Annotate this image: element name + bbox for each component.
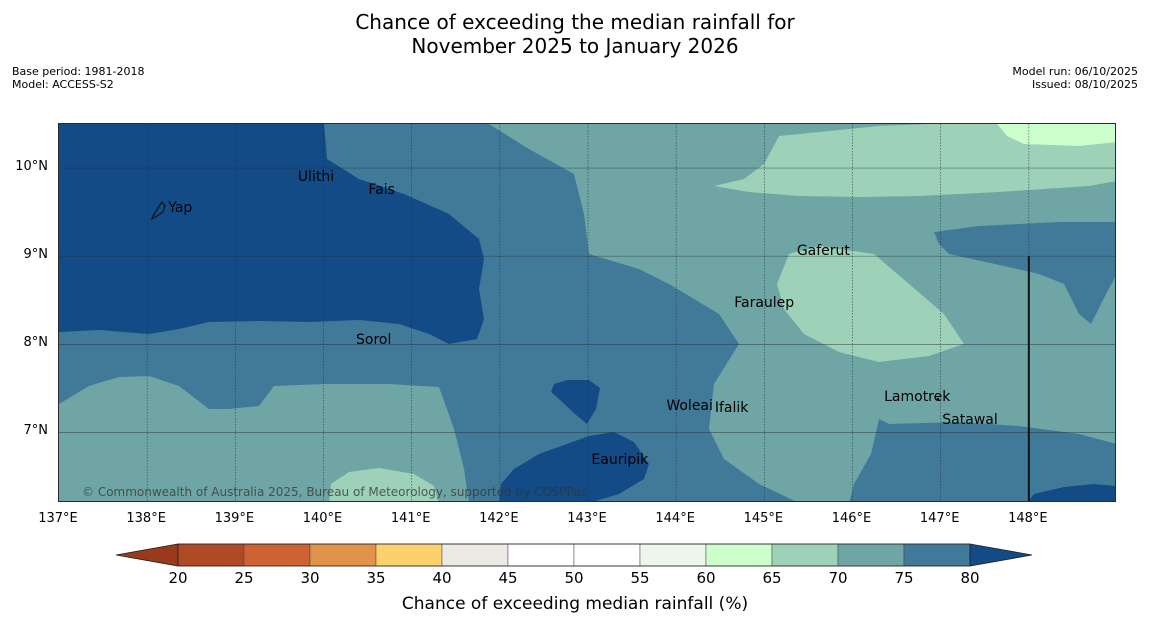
lamotrek-dot xyxy=(936,397,940,401)
base-period: Base period: 1981-2018 xyxy=(12,65,145,78)
contour-65-70-central xyxy=(777,246,964,362)
lon-label: 139°E xyxy=(214,511,255,526)
colorbar-box xyxy=(375,543,443,567)
colorbar-tick-label: 60 xyxy=(696,569,716,587)
lon-label: 141°E xyxy=(390,511,431,526)
lon-label: 147°E xyxy=(919,511,960,526)
lon-label: 145°E xyxy=(743,511,784,526)
colorbar-tick-label: 40 xyxy=(432,569,452,587)
colorbar-tick-label: 65 xyxy=(762,569,782,587)
place-label-yap: Yap xyxy=(168,200,193,217)
colorbar-tick-label: 30 xyxy=(300,569,320,587)
colorbar-box xyxy=(309,543,377,567)
title-line-2: November 2025 to January 2026 xyxy=(411,34,739,58)
contour-75-80-southeast xyxy=(849,419,1115,501)
meta-left: Base period: 1981-2018 Model: ACCESS-S2 xyxy=(12,65,144,91)
colorbar-box xyxy=(177,543,245,567)
contour-65-70-north xyxy=(714,124,1115,197)
lat-label: 7°N xyxy=(23,423,49,439)
lon-label: 137°E xyxy=(38,511,78,526)
model-name: Model: ACCESS-S2 xyxy=(12,78,114,91)
place-label-satawal: Satawal xyxy=(942,411,998,428)
contour-65-70-south xyxy=(329,468,439,501)
colorbar-under-arrow xyxy=(115,543,179,567)
contour-above-80-west xyxy=(59,124,484,344)
title-line-1: Chance of exceeding the median rainfall … xyxy=(355,10,795,34)
place-label-fais: Fais xyxy=(368,181,395,198)
place-label-eauripik: Eauripik xyxy=(591,452,649,469)
lon-label: 144°E xyxy=(655,511,695,526)
place-label-ifalik: Ifalik xyxy=(714,400,749,417)
colorbar-box xyxy=(639,543,707,567)
rainfall-map xyxy=(58,123,1116,502)
model-run: Model run: 06/10/2025 xyxy=(1012,65,1138,78)
colorbar xyxy=(115,543,1033,567)
issued-date: Issued: 08/10/2025 xyxy=(1031,78,1138,91)
contour-above-80-southeast xyxy=(1028,484,1115,501)
map-contours xyxy=(59,124,1115,501)
contour-60-65-northeast xyxy=(997,124,1115,146)
lon-label: 140°E xyxy=(302,511,343,526)
colorbar-outline xyxy=(177,543,971,567)
colorbar-tick-label: 70 xyxy=(828,569,848,587)
colorbar-title: Chance of exceeding median rainfall (%) xyxy=(401,594,749,614)
colorbar-tick-label: 75 xyxy=(894,569,914,587)
contour-75-80-east xyxy=(934,222,1115,324)
colorbar-box xyxy=(507,543,575,567)
colorbar-tick-label: 50 xyxy=(564,569,584,587)
colorbar-box xyxy=(903,543,971,567)
colorbar-box xyxy=(441,543,509,567)
lon-label: 138°E xyxy=(126,511,166,526)
colorbar-over-arrow xyxy=(969,543,1033,567)
place-label-lamotrek: Lamotrek xyxy=(884,388,951,405)
lon-label: 148°E xyxy=(1008,511,1048,526)
lat-label: 8°N xyxy=(23,335,49,351)
colorbar-tick-label: 55 xyxy=(630,569,650,587)
colorbar-tick-label: 25 xyxy=(234,569,254,587)
lat-label: 10°N xyxy=(15,159,48,175)
contour-above-80-south xyxy=(499,432,649,501)
colorbar-box xyxy=(837,543,905,567)
lon-label: 142°E xyxy=(479,511,519,526)
place-label-gaferut: Gaferut xyxy=(796,242,850,259)
map-title: Chance of exceeding the median rainfall … xyxy=(0,10,1150,58)
colorbar-box xyxy=(771,543,839,567)
colorbar-tick-label: 80 xyxy=(960,569,980,587)
copyright-notice: © Commonwealth of Australia 2025, Bureau… xyxy=(82,485,588,499)
place-label-woleai: Woleai xyxy=(666,397,713,414)
lon-label: 143°E xyxy=(567,511,607,526)
place-label-sorol: Sorol xyxy=(356,331,392,348)
place-label-ulithi: Ulithi xyxy=(297,168,335,185)
colorbar-boxes xyxy=(115,543,1033,567)
yap-island-outline xyxy=(150,200,166,221)
place-label-faraulep: Faraulep xyxy=(734,294,795,311)
colorbar-box xyxy=(243,543,311,567)
colorbar-tick-label: 20 xyxy=(168,569,188,587)
lon-label: 146°E xyxy=(831,511,872,526)
colorbar-tick-label: 35 xyxy=(366,569,386,587)
colorbar-tick-label: 45 xyxy=(498,569,518,587)
colorbar-box xyxy=(573,543,641,567)
meta-right: Model run: 06/10/2025 Issued: 08/10/2025 xyxy=(1012,65,1138,91)
lat-label: 9°N xyxy=(23,247,49,263)
colorbar-box xyxy=(705,543,773,567)
